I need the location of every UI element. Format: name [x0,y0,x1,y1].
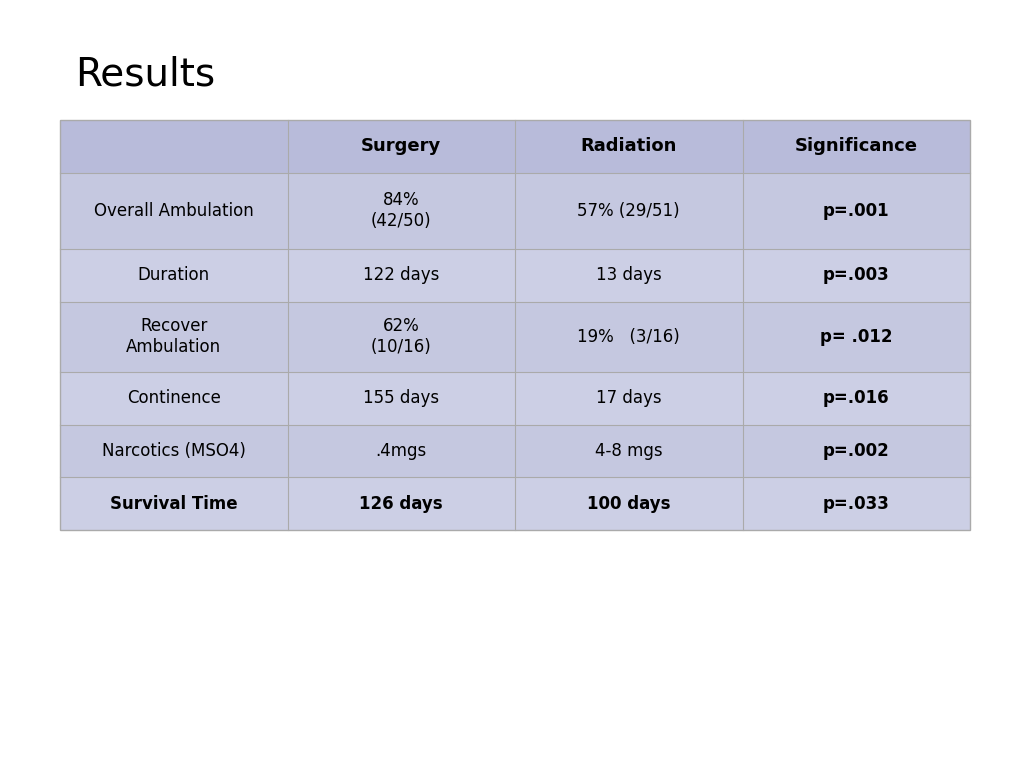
Bar [515,173,742,249]
Text: p=.033: p=.033 [823,495,890,513]
Text: 4-8 mgs: 4-8 mgs [595,442,663,460]
Text: Recover
Ambulation: Recover Ambulation [126,317,221,356]
Bar [515,249,742,302]
Bar [742,249,970,302]
Text: p= .012: p= .012 [820,328,893,346]
Bar [288,249,515,302]
Text: Continence: Continence [127,389,221,407]
Text: Narcotics (MSO4): Narcotics (MSO4) [101,442,246,460]
Bar [60,372,288,425]
Bar [742,477,970,530]
Text: p=.016: p=.016 [823,389,890,407]
Bar [60,477,288,530]
Bar [60,173,288,249]
Bar [288,120,515,173]
Bar [515,302,742,372]
Text: p=.003: p=.003 [823,266,890,284]
Text: 57% (29/51): 57% (29/51) [578,202,680,220]
Text: Results: Results [75,55,215,93]
Text: Significance: Significance [795,137,918,155]
Text: Overall Ambulation: Overall Ambulation [94,202,254,220]
Text: 13 days: 13 days [596,266,662,284]
Text: Survival Time: Survival Time [110,495,238,513]
Text: 126 days: 126 days [359,495,443,513]
Text: 100 days: 100 days [587,495,671,513]
Bar [515,425,742,477]
Bar [60,249,288,302]
Bar [742,425,970,477]
Bar [515,372,742,425]
Bar [742,372,970,425]
Bar [515,120,742,173]
Text: Duration: Duration [137,266,210,284]
Bar [742,120,970,173]
Bar [288,302,515,372]
Bar [288,425,515,477]
Text: 84%
(42/50): 84% (42/50) [371,191,431,230]
Text: 122 days: 122 days [364,266,439,284]
Text: p=.002: p=.002 [823,442,890,460]
Bar [60,120,288,173]
Text: Radiation: Radiation [581,137,677,155]
Text: p=.001: p=.001 [823,202,890,220]
Text: 62%
(10/16): 62% (10/16) [371,317,432,356]
Text: .4mgs: .4mgs [376,442,427,460]
Bar [288,372,515,425]
Text: 19%   (3/16): 19% (3/16) [578,328,680,346]
Text: 17 days: 17 days [596,389,662,407]
Bar [60,302,288,372]
Bar [60,120,970,530]
Bar [742,302,970,372]
Bar [742,173,970,249]
Text: 155 days: 155 days [364,389,439,407]
Bar [515,477,742,530]
Bar [288,477,515,530]
Bar [288,173,515,249]
Bar [60,425,288,477]
Text: Surgery: Surgery [361,137,441,155]
